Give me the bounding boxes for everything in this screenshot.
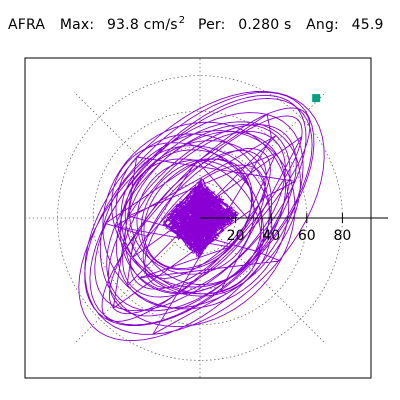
grid-spoke-315 xyxy=(212,230,327,345)
motion-trace xyxy=(78,91,325,342)
axis-tick-label-80: 80 xyxy=(333,228,351,244)
max-unit-power: 2 xyxy=(178,15,186,26)
radial-axis: 20 40 60 80 xyxy=(200,213,388,244)
station-code: AFRA xyxy=(8,17,46,33)
axis-tick-label-60: 60 xyxy=(298,228,316,244)
ang-label: Ang: xyxy=(306,17,339,33)
per-value: 0.280 xyxy=(238,17,280,33)
chart-header: AFRA Max: 93.8 cm/s2 Per: 0.280 s Ang: 4… xyxy=(8,15,384,33)
max-unit: cm/s xyxy=(143,17,178,33)
peak-marker-group xyxy=(312,94,321,103)
axis-tick-label-20: 20 xyxy=(227,228,245,244)
peak-marker xyxy=(312,94,321,103)
axis-tick-label-40: 40 xyxy=(262,228,280,244)
per-label: Per: xyxy=(197,17,226,33)
per-unit: s xyxy=(283,17,292,33)
trace-path xyxy=(78,91,325,342)
grid-spoke-225 xyxy=(73,230,188,345)
ang-value: 45.9 xyxy=(351,17,384,33)
grid-spoke-135 xyxy=(73,91,188,206)
max-value: 93.8 xyxy=(106,17,139,33)
max-label: Max: xyxy=(59,17,95,33)
